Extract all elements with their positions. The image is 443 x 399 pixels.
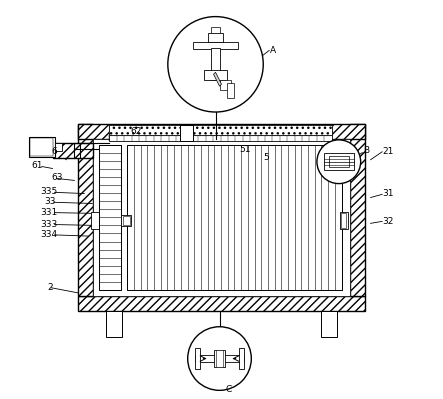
Bar: [109, 135, 332, 141]
Text: 333: 333: [40, 220, 57, 229]
Text: 5: 5: [263, 153, 269, 162]
Bar: [208, 33, 223, 42]
Text: 63: 63: [51, 173, 63, 182]
Bar: [194, 355, 245, 362]
Bar: [194, 348, 200, 369]
Bar: [123, 216, 130, 225]
Text: B: B: [363, 146, 369, 155]
Circle shape: [188, 327, 251, 390]
Bar: [340, 212, 348, 229]
Bar: [211, 28, 220, 33]
Text: 2: 2: [47, 283, 53, 292]
Text: A: A: [270, 46, 276, 55]
Text: 6: 6: [51, 147, 57, 156]
Bar: [227, 83, 234, 98]
Bar: [329, 156, 349, 167]
Bar: [211, 48, 220, 80]
Text: 51: 51: [239, 145, 251, 154]
Bar: [127, 145, 342, 290]
Bar: [106, 311, 122, 337]
Bar: [341, 213, 346, 228]
Text: 61: 61: [31, 161, 43, 170]
Circle shape: [317, 140, 361, 184]
Circle shape: [168, 17, 263, 112]
Text: 33: 33: [45, 197, 56, 206]
Bar: [180, 125, 193, 141]
Bar: [121, 215, 131, 227]
Bar: [109, 125, 332, 135]
Bar: [220, 80, 231, 90]
Bar: [93, 139, 350, 296]
Bar: [216, 350, 223, 367]
Bar: [193, 42, 238, 49]
Text: 334: 334: [40, 230, 57, 239]
Text: C: C: [225, 385, 232, 394]
Bar: [78, 124, 93, 296]
Bar: [109, 125, 332, 135]
Bar: [92, 212, 99, 229]
Bar: [99, 145, 121, 290]
Bar: [53, 143, 93, 158]
Polygon shape: [214, 72, 222, 86]
Text: 335: 335: [41, 187, 58, 196]
Text: 62: 62: [131, 127, 142, 136]
Text: 331: 331: [40, 208, 57, 217]
Bar: [321, 311, 337, 337]
Text: 31: 31: [383, 189, 394, 198]
Bar: [29, 137, 54, 157]
Bar: [204, 70, 227, 80]
Bar: [324, 153, 354, 170]
Text: 32: 32: [383, 217, 394, 226]
Text: 21: 21: [383, 147, 394, 156]
Bar: [350, 124, 365, 296]
Bar: [78, 296, 365, 311]
Bar: [239, 348, 245, 369]
Bar: [78, 124, 365, 139]
Bar: [54, 143, 62, 151]
Bar: [30, 138, 53, 156]
Bar: [214, 350, 225, 367]
